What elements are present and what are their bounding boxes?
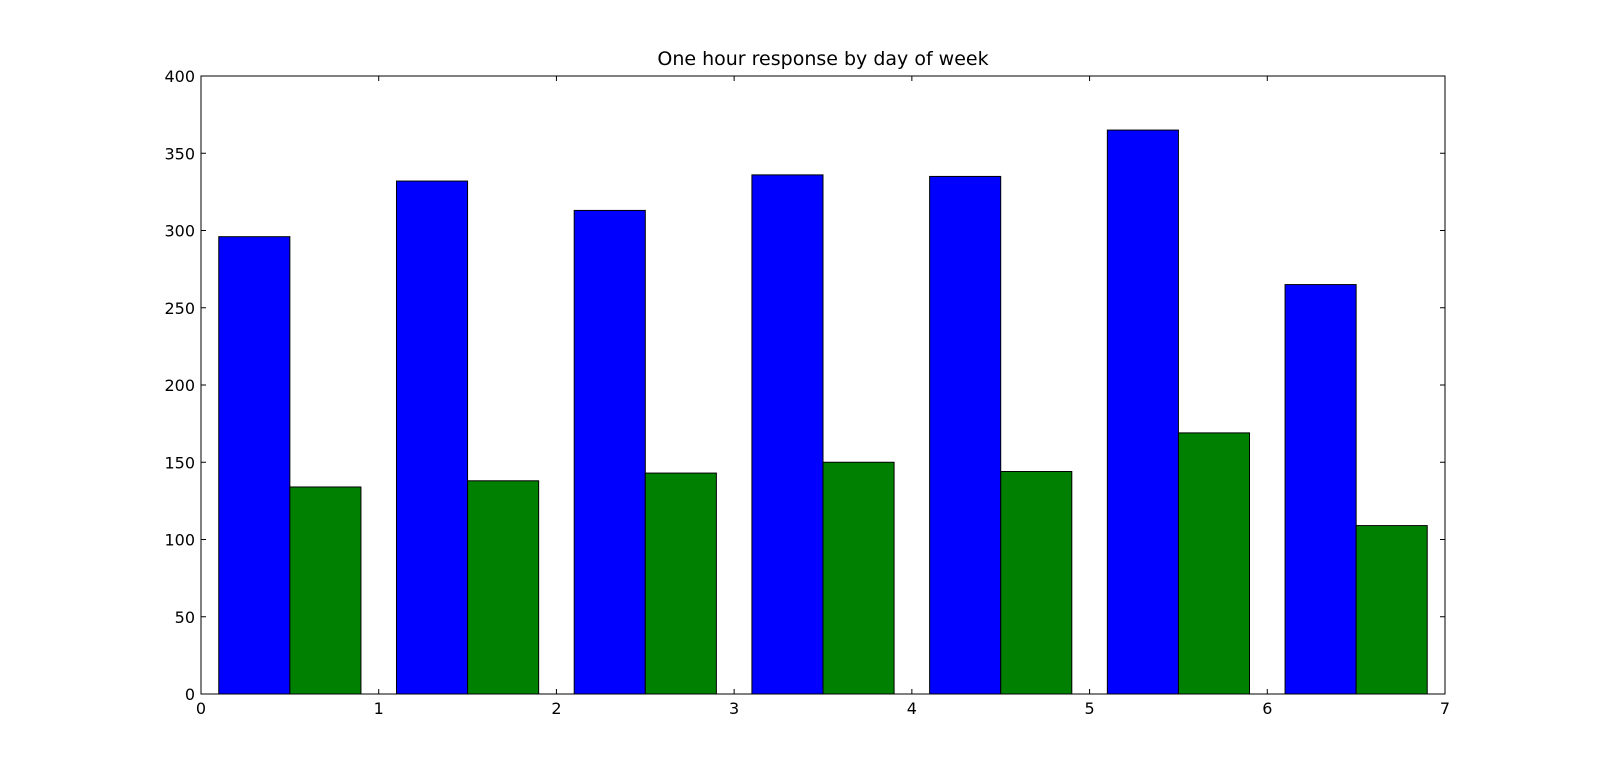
bar-series1-1 [395, 180, 469, 695]
x-tick-label-5: 5 [1084, 699, 1094, 718]
x-tick-label-0: 0 [196, 699, 206, 718]
bar-series1-6 [1284, 284, 1357, 695]
bar-series1-4 [929, 175, 1002, 695]
bar-series2-6 [1355, 525, 1428, 695]
bar-series2-1 [467, 480, 540, 695]
ticks-layer: 0 1 2 3 4 5 6 7 0 50 100 150 200 250 300 350 400 [164, 67, 1450, 718]
x-tick-label-6: 6 [1262, 699, 1272, 718]
bar-series1-3 [751, 174, 824, 695]
y-tick-label-1: 50 [175, 608, 195, 627]
y-tick-label-2: 100 [164, 531, 195, 550]
y-tick-label-5: 250 [164, 299, 195, 318]
chart-title: One hour response by day of week [657, 48, 988, 70]
bar-series2-5 [1177, 432, 1251, 695]
bar-series1-0 [218, 236, 291, 695]
y-tick-label-3: 150 [164, 453, 195, 472]
y-tick-label-7: 350 [164, 144, 195, 163]
bar-series2-2 [644, 472, 717, 695]
bar-series2-3 [822, 461, 895, 695]
y-tick-label-0: 0 [185, 685, 195, 704]
x-tick-label-2: 2 [551, 699, 561, 718]
bars-layer [218, 129, 1428, 695]
y-tick-label-6: 300 [164, 222, 195, 241]
x-tick-label-7: 7 [1440, 699, 1450, 718]
bar-series1-2 [573, 209, 646, 695]
bar-series1-5 [1106, 129, 1179, 695]
y-tick-label-4: 200 [164, 376, 195, 395]
x-tick-label-4: 4 [907, 699, 917, 718]
bar-series2-0 [289, 486, 362, 695]
x-tick-label-3: 3 [729, 699, 739, 718]
y-tick-label-8: 400 [164, 67, 195, 86]
plot-frame [200, 75, 1446, 695]
x-tick-label-1: 1 [374, 699, 384, 718]
bar-series2-4 [1000, 471, 1073, 695]
